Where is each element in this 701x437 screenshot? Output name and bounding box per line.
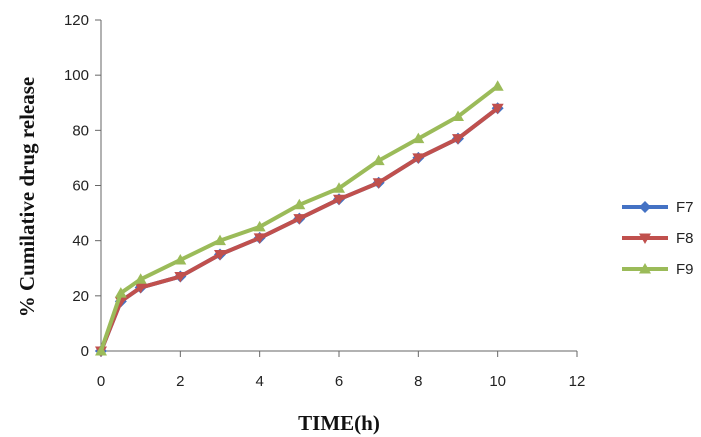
data-point-f9	[491, 80, 504, 91]
data-point-f9	[174, 253, 187, 265]
data-point-f9	[114, 287, 127, 298]
y-ticks: 0 20 40 60 80 100 120	[64, 12, 101, 360]
legend-label: F7	[676, 199, 694, 216]
data-point-f9	[412, 132, 425, 144]
legend-label: F9	[676, 261, 694, 278]
y-axis-title: % Cumilative drug release	[15, 77, 39, 318]
legend-marker-f9	[639, 263, 651, 274]
data-point-f9	[333, 182, 345, 193]
x-tick-label: 10	[489, 373, 506, 390]
data-point-f8	[253, 233, 266, 244]
legend-item-f9: F9	[622, 261, 694, 278]
data-point-f9	[452, 110, 464, 122]
data-point-f9	[293, 198, 306, 210]
data-point-f8	[134, 283, 147, 294]
series-f7	[95, 102, 504, 357]
series-f8	[95, 103, 504, 357]
data-point-f9	[95, 345, 107, 356]
y-tick-label: 60	[72, 178, 89, 195]
data-point-f8	[452, 134, 464, 145]
y-tick-label: 120	[64, 12, 89, 29]
data-point-f8	[333, 194, 345, 206]
y-tick-label: 80	[72, 122, 89, 139]
y-tick-label: 20	[72, 288, 89, 305]
x-tick-label: 8	[414, 373, 422, 390]
legend-item-f7: F7	[622, 199, 694, 216]
y-tick-label: 40	[72, 233, 89, 250]
y-tick-label: 0	[81, 343, 89, 360]
data-point-f8	[214, 249, 226, 261]
series-line-f8	[99, 106, 499, 352]
x-tick-label: 12	[569, 373, 586, 390]
data-point-f8	[412, 153, 425, 164]
series-f9	[95, 80, 504, 356]
legend: F7 F8 F9	[622, 199, 694, 278]
data-point-f8	[174, 272, 187, 283]
x-tick-label: 4	[255, 373, 263, 390]
x-axis-title: TIME(h)	[298, 411, 380, 435]
data-point-f8	[372, 178, 385, 189]
legend-marker-f7	[639, 201, 651, 213]
y-tick-label: 100	[64, 67, 89, 84]
x-tick-label: 6	[335, 373, 343, 390]
series-line-f7	[99, 106, 499, 352]
x-tick-label: 0	[97, 373, 105, 390]
data-point-f9	[372, 154, 385, 166]
series-layer	[95, 80, 504, 357]
data-point-f9	[134, 273, 147, 284]
legend-item-f8: F8	[622, 230, 694, 247]
legend-marker-f8	[639, 233, 651, 244]
data-point-f9	[253, 220, 266, 232]
data-point-f8	[491, 103, 504, 115]
data-point-f9	[214, 234, 226, 246]
x-tick-label: 2	[176, 373, 184, 390]
data-point-f8	[293, 214, 306, 225]
legend-label: F8	[676, 230, 694, 247]
x-ticks: 0 2 4 6 8 10 12	[97, 351, 586, 390]
